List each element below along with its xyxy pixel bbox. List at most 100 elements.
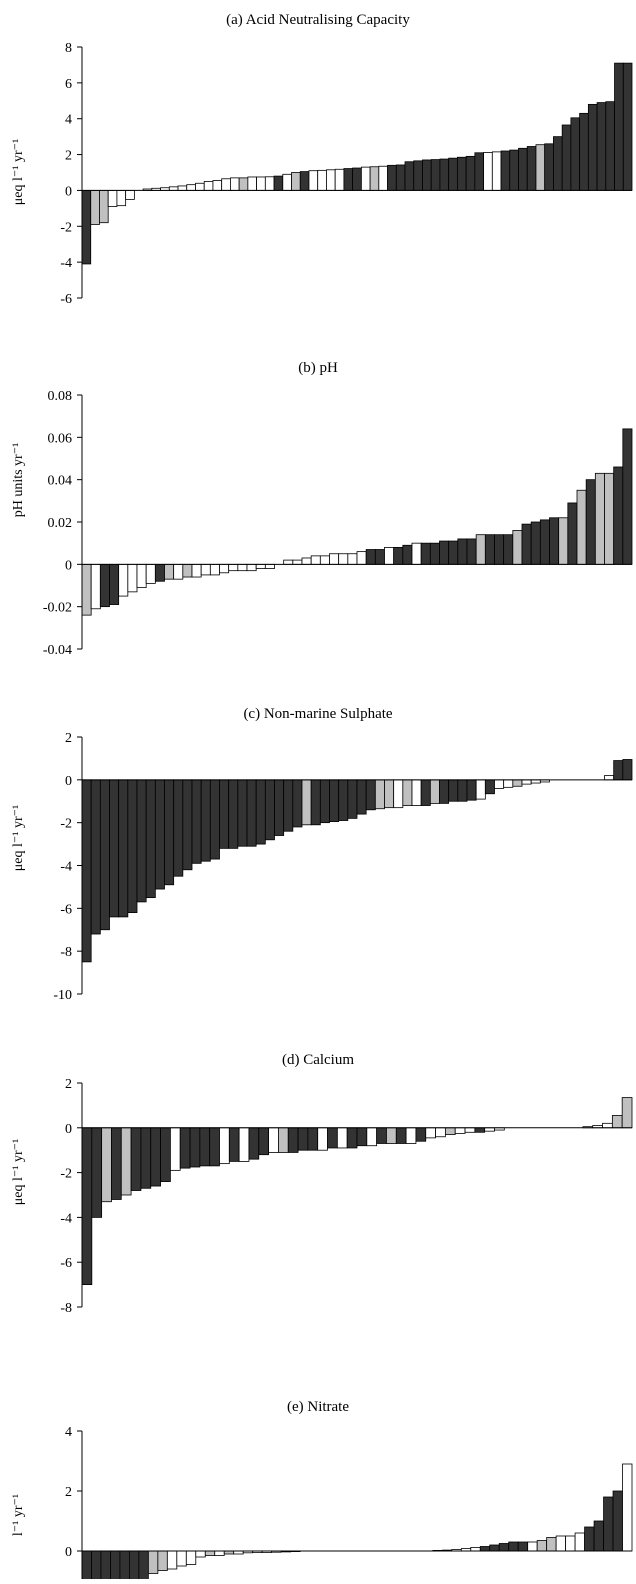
- panel-1-bar: [579, 112, 589, 191]
- panel-2-bar: [521, 523, 532, 565]
- panel-1-bar: [326, 169, 336, 191]
- panel-1-bar: [247, 176, 257, 191]
- panel-5-y-tick-label: 2: [65, 1485, 72, 1500]
- panel-5-bar: [100, 1550, 111, 1584]
- panel-3-bar: [338, 779, 349, 821]
- panel-2-bar: [549, 517, 560, 565]
- panel-1-bar: [212, 180, 223, 191]
- panel-4-bar: [356, 1127, 368, 1147]
- panel-2-bar: [264, 563, 275, 569]
- panel-1-bar: [352, 167, 362, 191]
- panel-4-title: (d) Calcium: [282, 1052, 354, 1068]
- panel-2-bar: [127, 563, 138, 593]
- panel-1-bar: [308, 170, 319, 191]
- panel-2-bar: [512, 530, 523, 565]
- panel-3-bar: [109, 779, 120, 918]
- panel-2-bar: [393, 547, 404, 565]
- panel-2-bar: [594, 472, 605, 565]
- panel-3-bar: [145, 779, 156, 899]
- panel-1-bar: [299, 171, 310, 191]
- panel-3-y-tick-label: -4: [60, 860, 72, 875]
- panel-1-bar: [518, 147, 528, 191]
- panel-4-bar: [258, 1127, 270, 1156]
- panel-5-bar: [81, 1550, 92, 1584]
- panel-2-bar: [429, 542, 440, 565]
- panel-4-y-tick-label: -4: [60, 1211, 72, 1226]
- panel-5-bar: [204, 1550, 216, 1556]
- panel-3-bar: [99, 779, 110, 931]
- panel-5-bar: [536, 1540, 548, 1552]
- panel-3-bar: [448, 779, 459, 802]
- panel-2-y-tick-label: 0.06: [48, 431, 73, 446]
- panel-3-bar: [154, 779, 165, 890]
- panel-5-bar: [489, 1544, 500, 1552]
- panel-4-bar: [454, 1127, 466, 1134]
- panel-1-bar: [273, 175, 284, 191]
- panel-3-bar: [347, 779, 358, 819]
- panel-5-bar: [166, 1550, 178, 1570]
- panel-4-bar: [474, 1127, 486, 1133]
- panel-3-bar: [255, 779, 266, 845]
- panel-3-bar: [164, 779, 175, 886]
- panel-1-bar: [230, 177, 240, 191]
- panel-2-bar: [402, 544, 413, 565]
- panel-1-bar: [422, 159, 432, 191]
- panel-4-bar: [395, 1127, 407, 1144]
- panel-4-bar: [297, 1127, 309, 1151]
- panel-1-y-tick-label: 8: [65, 41, 72, 56]
- panel-4-bar: [327, 1127, 338, 1149]
- panel-1-y-tick-label: 0: [65, 184, 72, 199]
- panel-5-bar: [555, 1535, 567, 1552]
- panel-1-bar: [596, 102, 607, 191]
- panel-3-bar: [457, 779, 468, 802]
- panel-1-bar: [264, 176, 275, 191]
- panel-2-bar: [558, 517, 569, 565]
- panel-1-y-tick-label: 4: [65, 113, 72, 128]
- panel-4-bar: [209, 1127, 220, 1167]
- panel-1-bar: [256, 176, 266, 191]
- panel-1-y-tick-label: -2: [60, 220, 72, 235]
- panel-3-bar: [393, 779, 404, 809]
- panel-1-bar: [553, 136, 563, 191]
- panel-1-bar: [474, 152, 484, 191]
- panel-2-bar: [439, 540, 450, 565]
- panel-3-bar: [118, 779, 129, 918]
- panel-4-bar: [346, 1127, 358, 1149]
- panel-2-bar: [154, 563, 165, 582]
- panel-1-bar: [614, 62, 624, 191]
- panel-5-title: (e) Nitrate: [287, 1399, 349, 1415]
- panel-4-bar: [248, 1127, 260, 1160]
- panel-3-y-tick-label: 0: [65, 774, 72, 789]
- panel-5-bar: [574, 1532, 585, 1552]
- panel-3-bar: [136, 779, 147, 903]
- panel-3-bar: [384, 779, 395, 809]
- panel-3-bar: [512, 779, 523, 787]
- panel-4-bar: [405, 1127, 417, 1144]
- panel-3-bar: [209, 779, 220, 860]
- panel-3-y-tick-label: -8: [60, 945, 72, 960]
- panel-1-bar: [395, 164, 406, 191]
- panel-2-bar: [466, 538, 477, 565]
- panel-3-bar: [200, 779, 211, 862]
- panel-3-bar: [429, 779, 440, 804]
- panel-1-bar: [605, 101, 615, 191]
- panel-2-bar: [567, 502, 578, 565]
- panel-2-bar: [613, 466, 624, 565]
- panel-1-bar: [456, 156, 467, 191]
- panel-4-bar: [81, 1127, 93, 1286]
- panel-3-y-tick-label: -6: [60, 902, 72, 917]
- panel-5-bar: [185, 1550, 197, 1565]
- panel-1-bar: [334, 168, 345, 191]
- panel-5-bar: [157, 1550, 168, 1571]
- panel-3-bar: [191, 779, 202, 864]
- panel-2-y-tick-label: 0: [65, 558, 72, 573]
- panel-1-bar: [509, 149, 519, 191]
- panel-2-bar: [622, 428, 633, 565]
- panel-1-bar: [203, 181, 214, 191]
- panel-2-bar: [448, 540, 459, 565]
- panel-3-bar: [329, 779, 340, 822]
- panel-4-y-tick-label: -8: [60, 1301, 72, 1316]
- panel-3-bar: [411, 779, 422, 806]
- panel-5-y-tick-label: 0: [65, 1545, 72, 1560]
- panel-3-bar: [420, 779, 431, 806]
